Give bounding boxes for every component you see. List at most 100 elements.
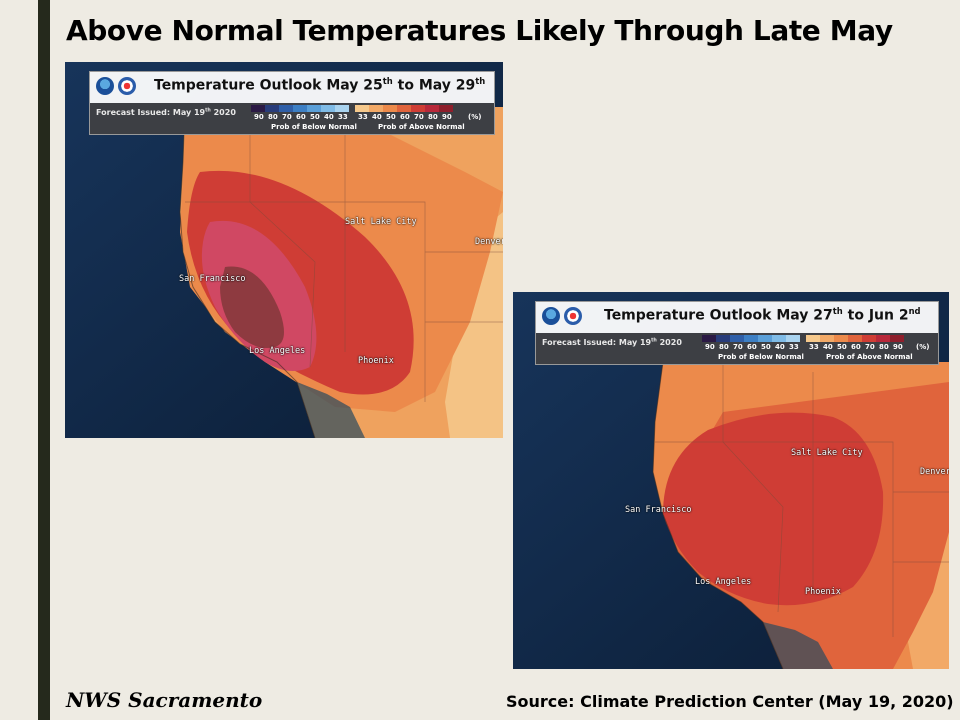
above-tick-label: 90	[893, 343, 903, 351]
city-label-phoenix: Phoenix	[805, 587, 841, 597]
below-swatch-60	[293, 105, 307, 112]
state-boundaries	[655, 362, 949, 637]
issued-main: Forecast Issued: May 19	[542, 338, 652, 347]
above-tick-label: 50	[386, 113, 396, 121]
below-swatch-50	[758, 335, 772, 342]
above-swatch-33	[355, 105, 369, 112]
above-tick-label: 70	[414, 113, 424, 121]
city-label-salt-lake-city: Salt Lake City	[345, 217, 417, 227]
above-swatch-80	[876, 335, 890, 342]
above-swatch-60	[397, 105, 411, 112]
below-swatch-40	[772, 335, 786, 342]
above-tick-label: 33	[809, 343, 819, 351]
above-tick-label: 80	[879, 343, 889, 351]
title-main: Temperature Outlook May 27	[604, 307, 833, 324]
city-label-los-angeles: Los Angeles	[695, 577, 752, 587]
title-main: Temperature Outlook May 25	[154, 77, 383, 94]
city-label-salt-lake-city: Salt Lake City	[791, 448, 863, 458]
legend-unit: (%)	[916, 343, 930, 351]
below-tick-label: 50	[310, 113, 320, 121]
above-swatch-60	[848, 335, 862, 342]
title-sup1: th	[832, 306, 843, 316]
issued-sup: th	[205, 108, 211, 114]
above-tick-label: 80	[428, 113, 438, 121]
legend-box-2: Temperature Outlook May 27th to Jun 2nd …	[535, 301, 939, 365]
below-tick-label: 33	[789, 343, 799, 351]
forecast-issued: Forecast Issued: May 19th 2020	[542, 338, 682, 347]
title-sup2: nd	[908, 306, 921, 316]
below-normal-label: Prob of Below Normal	[718, 353, 804, 361]
below-swatch-70	[730, 335, 744, 342]
outlook-33-zone	[445, 212, 503, 438]
below-tick-label: 90	[705, 343, 715, 351]
noaa-logo-icon	[96, 77, 114, 95]
above-swatch-33	[806, 335, 820, 342]
issued-year: 2020	[656, 338, 682, 347]
slide-title: Above Normal Temperatures Likely Through…	[66, 14, 893, 47]
below-swatch-80	[716, 335, 730, 342]
gulf-of-california	[297, 382, 365, 438]
above-swatch-90	[890, 335, 904, 342]
city-label-denver: Denver	[920, 467, 949, 477]
issued-sup: th	[651, 338, 657, 344]
nws-logo-icon	[564, 307, 582, 325]
below-normal-label: Prob of Below Normal	[271, 123, 357, 131]
below-tick-label: 80	[719, 343, 729, 351]
below-tick-label: 40	[775, 343, 785, 351]
city-label-san-francisco: San Francisco	[625, 505, 692, 515]
legend-title: Temperature Outlook May 27th to Jun 2nd	[604, 306, 921, 324]
below-swatch-90	[702, 335, 716, 342]
above-swatch-50	[383, 105, 397, 112]
title-sup2: th	[475, 76, 486, 86]
above-normal-label: Prob of Above Normal	[378, 123, 465, 131]
below-tick-label: 90	[254, 113, 264, 121]
outlook-80-zone	[220, 266, 284, 348]
coastline	[179, 106, 316, 438]
gulf-of-california	[763, 622, 833, 669]
above-swatch-90	[439, 105, 453, 112]
issued-main: Forecast Issued: May 19	[96, 108, 206, 117]
below-swatch-60	[744, 335, 758, 342]
below-tick-label: 50	[761, 343, 771, 351]
above-swatch-80	[425, 105, 439, 112]
above-swatch-70	[862, 335, 876, 342]
below-swatch-90	[251, 105, 265, 112]
below-swatch-80	[265, 105, 279, 112]
city-label-denver: Denver	[475, 237, 503, 247]
title-mid: to May 29	[392, 77, 476, 94]
below-swatch-33	[335, 105, 349, 112]
above-tick-label: 50	[837, 343, 847, 351]
legend-box-1: Temperature Outlook May 25th to May 29th…	[89, 71, 495, 135]
above-tick-label: 90	[442, 113, 452, 121]
outlook-map-1: Temperature Outlook May 25th to May 29th…	[65, 62, 503, 438]
below-swatch-70	[279, 105, 293, 112]
above-swatch-70	[411, 105, 425, 112]
below-swatch-40	[321, 105, 335, 112]
legend-strip: Forecast Issued: May 19th 2020 (%) Prob …	[90, 103, 494, 134]
below-tick-label: 60	[747, 343, 757, 351]
outlook-60-zone	[663, 412, 884, 606]
footer-office-name: NWS Sacramento	[66, 688, 263, 712]
above-tick-label: 60	[851, 343, 861, 351]
below-swatch-50	[307, 105, 321, 112]
below-swatch-33	[786, 335, 800, 342]
outlook-map-2: Temperature Outlook May 27th to Jun 2nd …	[513, 292, 949, 669]
below-tick-label: 70	[282, 113, 292, 121]
coastline	[652, 361, 784, 669]
above-swatch-40	[820, 335, 834, 342]
below-tick-label: 70	[733, 343, 743, 351]
accent-bar	[38, 0, 50, 720]
legend-strip: Forecast Issued: May 19th 2020 (%) Prob …	[536, 333, 938, 364]
city-label-san-francisco: San Francisco	[179, 274, 246, 284]
nws-logo-icon	[118, 77, 136, 95]
footer-source: Source: Climate Prediction Center (May 1…	[506, 692, 954, 711]
state-boundaries	[185, 107, 503, 402]
above-tick-label: 70	[865, 343, 875, 351]
below-tick-label: 80	[268, 113, 278, 121]
above-normal-label: Prob of Above Normal	[826, 353, 913, 361]
forecast-issued: Forecast Issued: May 19th 2020	[96, 108, 236, 117]
below-tick-label: 40	[324, 113, 334, 121]
above-swatch-40	[369, 105, 383, 112]
title-sup1: th	[382, 76, 393, 86]
city-label-los-angeles: Los Angeles	[249, 346, 306, 356]
